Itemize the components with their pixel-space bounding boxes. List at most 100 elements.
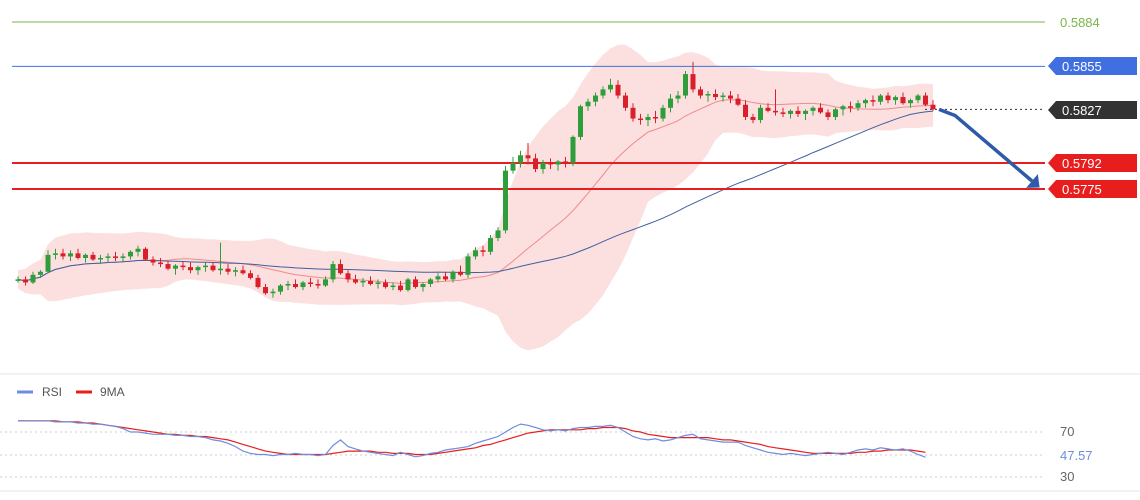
price-label-level-2: 0.5855 <box>1062 59 1102 74</box>
candle-body <box>218 268 223 271</box>
candle-body <box>608 84 613 90</box>
candle-body <box>870 100 876 102</box>
candle-body <box>480 250 486 252</box>
candle-body <box>68 253 73 257</box>
candle-body <box>323 279 328 286</box>
candle-body <box>23 279 28 283</box>
price-tag-level-4-bg <box>1048 180 1137 198</box>
moving-averages <box>17 99 934 285</box>
candle-body <box>825 112 831 117</box>
candle-body <box>458 271 463 275</box>
candle-body <box>443 276 448 280</box>
candle-body <box>503 170 508 231</box>
sma-fast-line <box>17 99 934 285</box>
candle-body <box>803 110 808 114</box>
rsi-line <box>18 420 926 458</box>
candle-body <box>915 95 921 101</box>
candle-body <box>735 98 741 105</box>
candle-body <box>585 101 591 107</box>
candle-body <box>353 279 358 283</box>
candle-body <box>180 265 186 268</box>
candle-body <box>848 106 853 108</box>
candle-body <box>263 287 268 294</box>
candle-body <box>795 110 801 114</box>
candle-body <box>255 277 261 288</box>
bollinger-band <box>18 44 933 351</box>
candle-body <box>38 271 43 275</box>
candle-body <box>150 259 156 263</box>
candle-body <box>810 107 816 111</box>
candle-body <box>863 100 868 104</box>
rsi-level-30-label: 30 <box>1060 469 1074 484</box>
candle-body <box>203 265 208 268</box>
candle-body <box>720 95 726 98</box>
candle-body <box>83 254 88 258</box>
candle-body <box>330 264 336 280</box>
candle-body <box>728 95 733 99</box>
rsi-legend: RSI 9MA <box>17 385 125 399</box>
price-tag-current-bg <box>1048 101 1137 119</box>
candle-body <box>390 285 396 288</box>
candle-body <box>128 251 133 257</box>
candle-body <box>743 104 748 117</box>
candle-body <box>98 257 103 260</box>
candle-body <box>518 155 523 163</box>
candle-body <box>195 267 201 271</box>
candle-body <box>698 89 703 96</box>
candle-body <box>75 253 81 258</box>
candle-body <box>683 74 688 96</box>
candle-body <box>893 97 898 101</box>
candle-body <box>143 248 148 260</box>
candle-body <box>248 273 253 278</box>
candle-body <box>413 279 418 288</box>
price-tag-level-4: 0.5775 <box>1048 180 1137 198</box>
rsi-level-70-label: 70 <box>1060 424 1074 439</box>
candle-body <box>293 283 298 288</box>
candle-body <box>113 256 118 258</box>
candle-body <box>488 238 493 252</box>
candle-body <box>840 106 846 110</box>
candle-body <box>908 100 913 104</box>
candle-body <box>30 274 36 283</box>
candle-body <box>285 283 291 286</box>
candle-body <box>645 116 651 121</box>
candle-body <box>675 95 681 99</box>
candle-body <box>315 283 321 286</box>
candle-body <box>383 282 388 288</box>
price-tag-current: 0.5827 <box>1048 101 1137 119</box>
candle-body <box>15 279 21 281</box>
rsi-lines <box>18 420 926 458</box>
candle-body <box>278 285 283 292</box>
candle-body <box>465 256 471 275</box>
candle-body <box>233 270 238 272</box>
rsi-panel: RSI 9MA 70 47.57 30 <box>0 385 1093 484</box>
candle-body <box>90 254 96 260</box>
candle-body <box>548 162 553 165</box>
candle-body <box>308 282 313 284</box>
candle-body <box>45 254 51 272</box>
candle-body <box>765 107 771 111</box>
candle-body <box>120 256 126 258</box>
candle-body <box>360 280 366 283</box>
candle-body <box>623 95 628 108</box>
candle-body <box>900 97 906 104</box>
candle-body <box>780 112 786 114</box>
forecast-arrow-line <box>938 107 1034 183</box>
candle-body <box>60 253 66 257</box>
candle-body <box>930 104 936 110</box>
price-tag-level-2: 0.5855 <box>1048 57 1137 75</box>
candle-body <box>555 161 561 165</box>
candle-body <box>525 155 531 159</box>
bollinger-band-area <box>18 44 933 351</box>
candle-body <box>833 109 838 117</box>
candle-body <box>855 103 861 108</box>
price-label-current: 0.5827 <box>1062 103 1102 118</box>
candle-body <box>368 280 373 284</box>
candle-body <box>630 107 636 119</box>
candle-body <box>713 94 718 98</box>
rsi-ma-line <box>18 420 926 456</box>
candle-body <box>338 264 343 274</box>
candle-body <box>758 107 763 121</box>
candle-body <box>878 95 883 102</box>
